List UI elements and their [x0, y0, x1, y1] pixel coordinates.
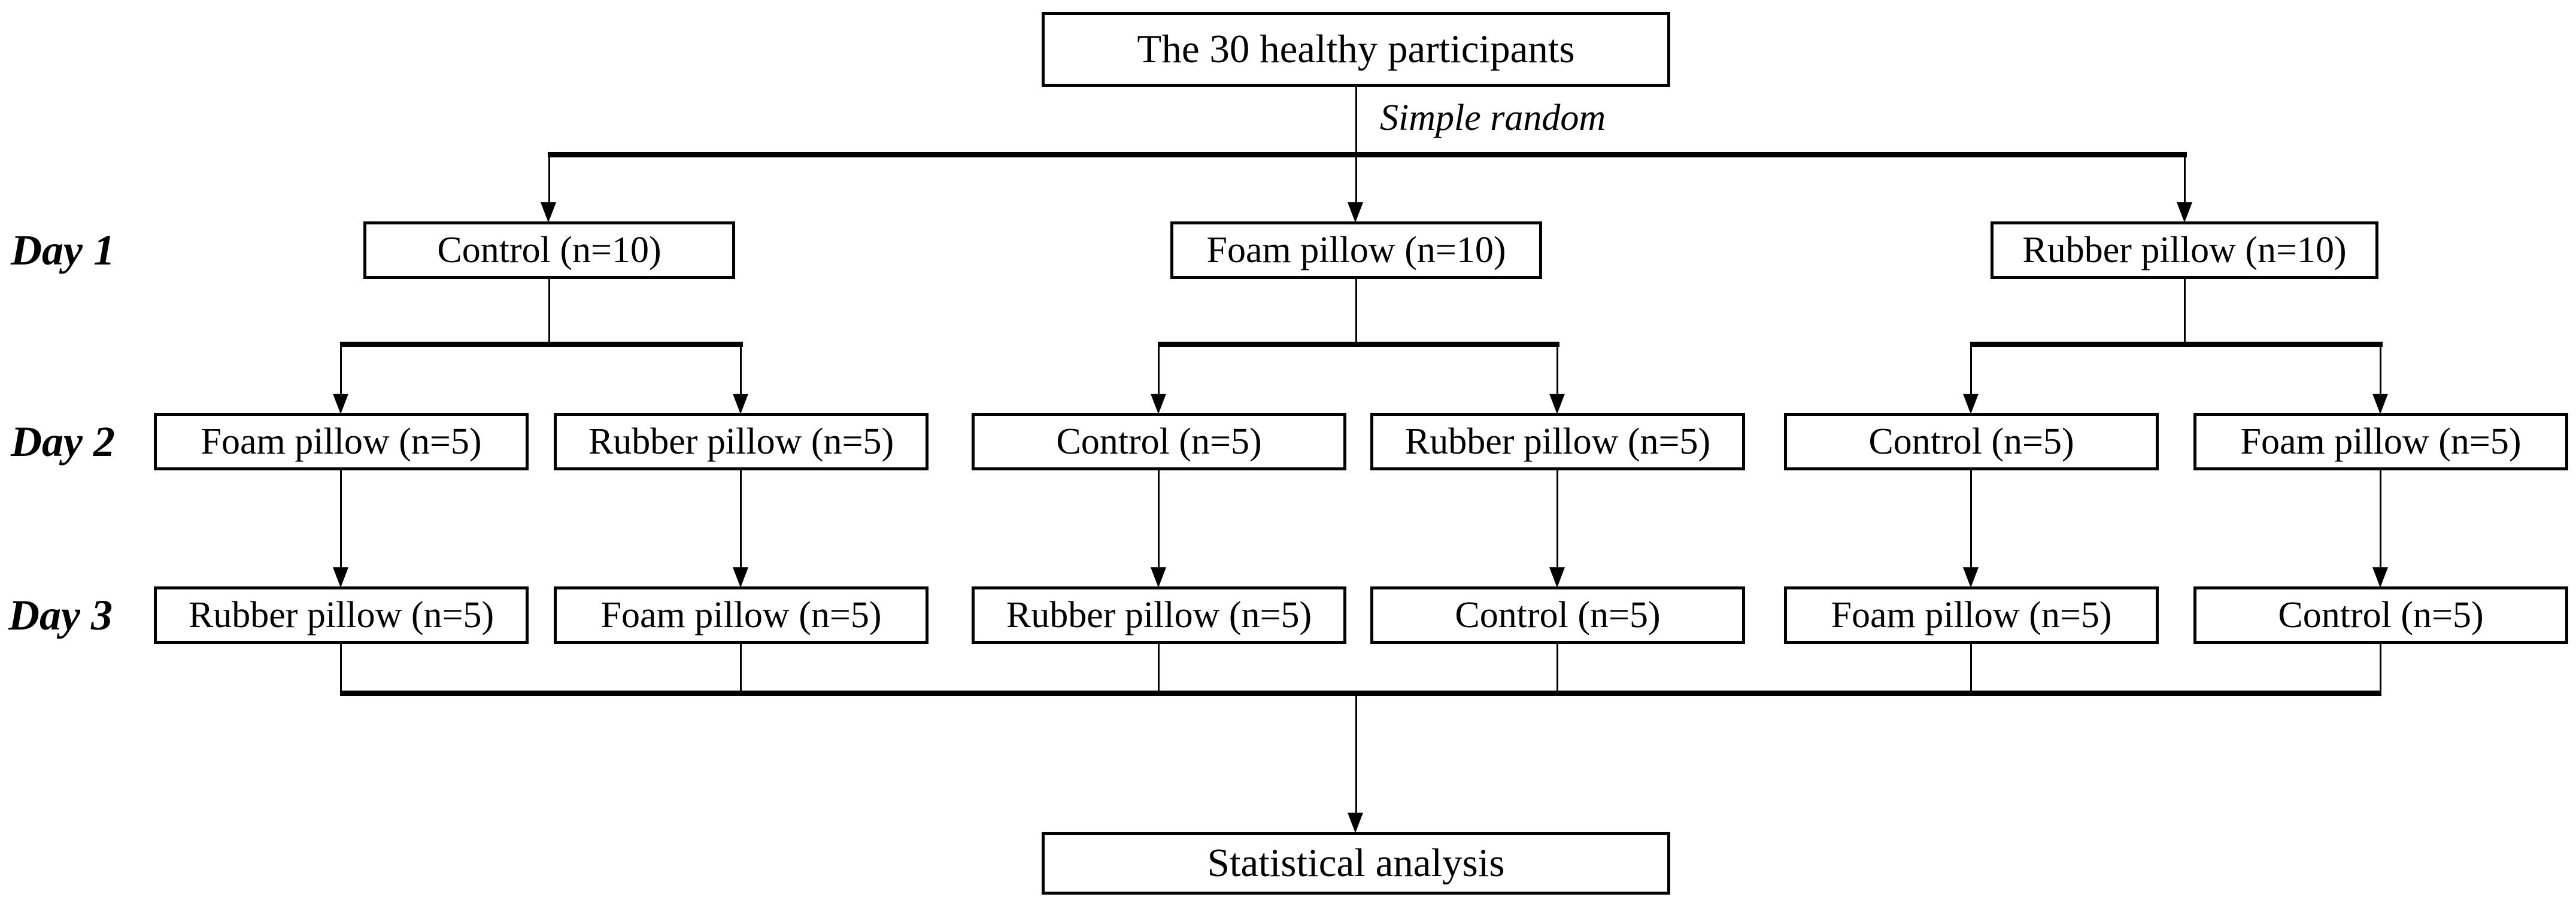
- box-label: Control (n=5): [2278, 594, 2484, 636]
- box-label: Rubber pillow (n=5): [188, 594, 494, 636]
- connector-collect-1: [340, 644, 342, 696]
- connector-collect-5: [1970, 644, 1972, 696]
- connector-g1-drop-left: [340, 344, 342, 396]
- connector-collect-6: [2380, 644, 2381, 696]
- box-label: Foam pillow (n=5): [201, 421, 482, 462]
- arrowhead-final: [1348, 813, 1363, 833]
- connector-g1-drop-right: [740, 344, 742, 396]
- row-label-day1: Day 1: [11, 226, 115, 274]
- box-day3-rubber-pillow-a: Rubber pillow (n=5): [154, 586, 529, 644]
- arrowhead-day2-2: [733, 394, 748, 414]
- box-label: Rubber pillow (n=10): [2022, 229, 2347, 270]
- connector-d23-2: [740, 470, 742, 568]
- connector-g2-drop-right: [1556, 344, 1558, 396]
- connector-root-drop-right: [2184, 154, 2186, 203]
- box-label: The 30 healthy participants: [1137, 27, 1575, 71]
- box-day3-control-b: Control (n=5): [2193, 586, 2568, 644]
- connector-root-drop-left: [548, 154, 550, 203]
- arrowhead-day3-5: [1963, 567, 1979, 588]
- connector-d23-3: [1158, 470, 1160, 568]
- box-day1-rubber-pillow: Rubber pillow (n=10): [1991, 221, 2378, 279]
- randomization-label: Simple random: [1380, 98, 1606, 138]
- box-day2-foam-pillow-b: Foam pillow (n=5): [2193, 413, 2568, 470]
- connector-final-stem: [1355, 696, 1357, 814]
- box-label: Foam pillow (n=5): [2240, 421, 2522, 462]
- box-label: Control (n=10): [437, 229, 662, 270]
- box-day2-control-a: Control (n=5): [972, 413, 1346, 470]
- connector-g3-bar: [1970, 342, 2383, 347]
- box-label: Statistical analysis: [1207, 841, 1505, 885]
- connector-g1-stem: [548, 278, 550, 344]
- connector-d23-1: [340, 470, 342, 568]
- arrowhead-day2-5: [1963, 394, 1979, 414]
- arrowhead-day2-6: [2372, 394, 2388, 414]
- arrowhead-day2-4: [1549, 394, 1565, 414]
- box-day1-control: Control (n=10): [363, 221, 735, 279]
- box-label: Foam pillow (n=5): [600, 594, 882, 636]
- box-label: Control (n=5): [1868, 421, 2074, 462]
- box-day2-rubber-pillow-a: Rubber pillow (n=5): [554, 413, 929, 470]
- box-label: Rubber pillow (n=5): [1404, 421, 1711, 462]
- box-day1-foam-pillow: Foam pillow (n=10): [1170, 221, 1542, 279]
- connector-g2-drop-left: [1158, 344, 1160, 396]
- arrowhead-day1-foam: [1348, 202, 1363, 223]
- arrowhead-day2-1: [333, 394, 348, 414]
- box-label: Rubber pillow (n=5): [588, 421, 894, 462]
- box-day2-foam-pillow-a: Foam pillow (n=5): [154, 413, 529, 470]
- connector-collect-bar: [340, 691, 2381, 696]
- connector-g3-drop-left: [1970, 344, 1972, 396]
- arrowhead-day3-4: [1549, 567, 1565, 588]
- row-label-day2: Day 2: [11, 417, 115, 466]
- connector-root-stem: [1355, 87, 1357, 203]
- connector-root-bar: [548, 152, 2187, 157]
- row-label-day3: Day 3: [8, 591, 113, 639]
- connector-g3-stem: [2184, 278, 2186, 344]
- connector-g2-stem: [1355, 278, 1357, 344]
- box-participants: The 30 healthy participants: [1042, 12, 1670, 87]
- box-day2-rubber-pillow-b: Rubber pillow (n=5): [1370, 413, 1745, 470]
- connector-d23-6: [2380, 470, 2381, 568]
- connector-g2-bar: [1158, 342, 1559, 347]
- box-label: Rubber pillow (n=5): [1006, 594, 1312, 636]
- box-day3-foam-pillow-b: Foam pillow (n=5): [1784, 586, 2159, 644]
- connector-d23-5: [1970, 470, 1972, 568]
- box-label: Control (n=5): [1455, 594, 1661, 636]
- box-label: Foam pillow (n=5): [1831, 594, 2112, 636]
- connector-collect-3: [1158, 644, 1160, 696]
- box-day3-rubber-pillow-b: Rubber pillow (n=5): [972, 586, 1346, 644]
- arrowhead-day3-6: [2372, 567, 2388, 588]
- connector-d23-4: [1556, 470, 1558, 568]
- box-day3-control-a: Control (n=5): [1370, 586, 1745, 644]
- arrowhead-day1-control: [541, 202, 556, 223]
- box-statistical-analysis: Statistical analysis: [1042, 832, 1670, 895]
- arrowhead-day2-3: [1151, 394, 1166, 414]
- box-day2-control-b: Control (n=5): [1784, 413, 2159, 470]
- box-label: Control (n=5): [1056, 421, 1262, 462]
- connector-g3-drop-right: [2380, 344, 2381, 396]
- connector-collect-4: [1556, 644, 1558, 696]
- arrowhead-day3-3: [1151, 567, 1166, 588]
- box-label: Foam pillow (n=10): [1206, 229, 1506, 270]
- box-day3-foam-pillow-a: Foam pillow (n=5): [554, 586, 929, 644]
- arrowhead-day3-2: [733, 567, 748, 588]
- connector-g1-bar: [340, 342, 743, 347]
- connector-collect-2: [740, 644, 742, 696]
- arrowhead-day1-rubber: [2177, 202, 2192, 223]
- arrowhead-day3-1: [333, 567, 348, 588]
